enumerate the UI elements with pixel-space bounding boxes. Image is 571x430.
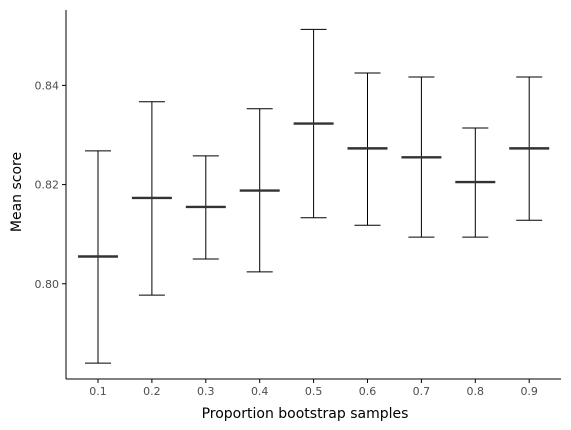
errorbar-group <box>294 29 334 217</box>
errorbar-group <box>78 151 118 363</box>
x-tick-label: 0.5 <box>305 385 323 398</box>
x-tick-label: 0.8 <box>467 385 485 398</box>
x-tick-label: 0.3 <box>197 385 215 398</box>
x-axis-title: Proportion bootstrap samples <box>202 406 409 422</box>
errorbar-group <box>509 77 549 220</box>
y-axis-title: Mean score <box>9 152 25 232</box>
y-tick-label: 0.80 <box>35 278 60 291</box>
y-tick-label: 0.84 <box>35 79 60 92</box>
plot-marks <box>78 29 549 363</box>
errorbar-group <box>186 156 226 259</box>
x-tick-label: 0.4 <box>251 385 269 398</box>
x-tick-label: 0.9 <box>520 385 538 398</box>
y-tick-label: 0.82 <box>35 179 60 192</box>
errorbar-group <box>455 128 495 237</box>
axes: 0.1 0.2 0.3 0.4 0.5 0.6 0.7 0.8 0.9 0.80 0.82 0.84 <box>35 10 562 398</box>
x-tick-label: 0.6 <box>359 385 377 398</box>
x-tick-label: 0.1 <box>89 385 107 398</box>
x-tick-label: 0.7 <box>413 385 431 398</box>
errorbar-group <box>401 77 441 237</box>
errorbar-group <box>240 109 280 272</box>
x-tick-label: 0.2 <box>143 385 161 398</box>
errorbar-group <box>348 73 388 225</box>
errorbar-group <box>132 102 172 295</box>
